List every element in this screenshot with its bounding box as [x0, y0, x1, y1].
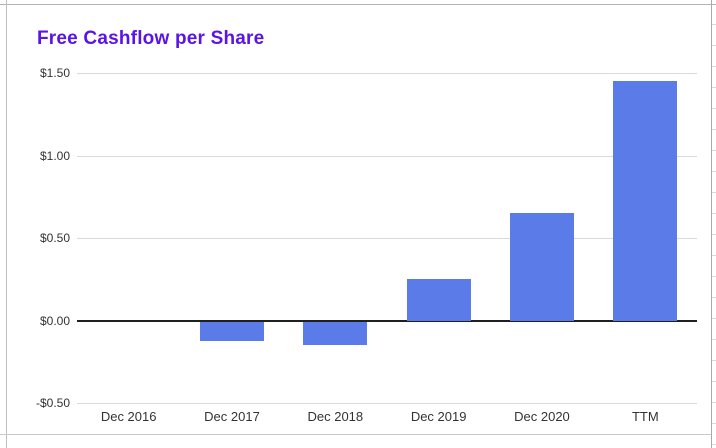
- bar-dec-2019[interactable]: [406, 279, 471, 321]
- sheet-gridline-right: [711, 0, 712, 448]
- gridline: [77, 403, 697, 404]
- chart-container[interactable]: Free Cashflow per Share $1.50 $1.00 $0.50 $…: [7, 5, 711, 434]
- x-tick-label: Dec 2019: [410, 409, 467, 424]
- y-tick-label: -$0.50: [35, 396, 70, 410]
- sheet-row-ticks: [712, 4, 716, 448]
- plot-area: [77, 73, 697, 404]
- bar-dec-2020[interactable]: [509, 213, 574, 321]
- bars-layer: [77, 73, 697, 403]
- bar-slot: [77, 73, 180, 403]
- bar-dec-2017[interactable]: [199, 321, 264, 342]
- bar-slot: [490, 73, 593, 403]
- bar-slot: [387, 73, 490, 403]
- bar-slot: [594, 73, 697, 403]
- sheet-gridline-bottom: [0, 434, 711, 435]
- bar-ttm[interactable]: [613, 81, 678, 321]
- gridline: [77, 73, 697, 74]
- x-tick-label: Dec 2016: [100, 409, 157, 424]
- x-tick-label: Dec 2018: [307, 409, 364, 424]
- sheet-gridline-top: [0, 4, 716, 5]
- y-tick-label: $0.00: [39, 313, 70, 328]
- y-tick-label: $1.00: [39, 148, 70, 163]
- chart-title: Free Cashflow per Share: [37, 28, 265, 49]
- zero-axis-line: [77, 319, 697, 322]
- sheet-gridline-left: [6, 0, 7, 448]
- y-tick-label: $0.50: [39, 231, 70, 245]
- bar-slot: [180, 73, 283, 403]
- bar-dec-2018[interactable]: [303, 321, 368, 345]
- y-axis-labels: $1.50 $1.00 $0.50 $0.00 -$0.50: [7, 66, 70, 410]
- gridline: [77, 238, 697, 239]
- x-tick-label: Dec 2017: [204, 409, 260, 424]
- y-tick-label: $1.50: [39, 66, 70, 80]
- gridline: [77, 155, 697, 157]
- x-axis-labels: Dec 2016 Dec 2017 Dec 2018 Dec 2019 Dec 2020…: [77, 409, 697, 425]
- x-tick-label: TTM: [631, 409, 659, 424]
- x-tick-label: Dec 2020: [514, 409, 570, 424]
- bar-slot: [284, 73, 387, 403]
